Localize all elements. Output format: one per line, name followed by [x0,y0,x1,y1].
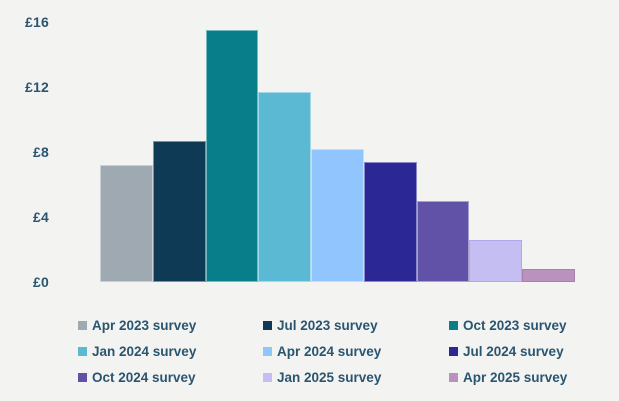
legend-label: Jan 2024 survey [92,343,197,359]
y-tick-label--8: £8 [33,144,49,160]
legend-item-oct-2024-survey: Oct 2024 survey [78,369,196,385]
bar-jan-2024-survey [258,91,312,282]
bar-jul-2024-survey [363,161,417,283]
bar-oct-2024-survey [416,200,470,283]
legend-label: Apr 2023 survey [92,317,197,333]
legend-swatch-icon [263,372,272,382]
bar-oct-2023-survey [205,30,259,282]
bar-jul-2023-survey [152,140,206,282]
legend-swatch-icon [449,320,458,330]
legend-swatch-icon [263,346,272,356]
legend-label: Jul 2024 survey [463,343,564,359]
legend-item-oct-2023-survey: Oct 2023 survey [449,317,567,333]
legend-item-jan-2025-survey: Jan 2025 survey [263,369,381,385]
legend-item-apr-2023-survey: Apr 2023 survey [78,317,196,333]
legend-item-jul-2023-survey: Jul 2023 survey [263,317,378,333]
legend-label: Oct 2024 survey [92,369,196,385]
legend-swatch-icon [263,320,272,330]
legend-item-apr-2025-survey: Apr 2025 survey [449,369,567,385]
bar-apr-2025-survey [522,269,575,282]
legend-item-jul-2024-survey: Jul 2024 survey [449,343,564,359]
legend-item-apr-2024-survey: Apr 2024 survey [263,343,381,359]
legend-swatch-icon [78,346,87,356]
bar-jan-2025-survey [469,239,523,283]
legend-label: Apr 2024 survey [277,343,382,359]
legend-item-jan-2024-survey: Jan 2024 survey [78,343,196,359]
legend-label: Jan 2025 survey [277,369,382,385]
bar-apr-2023-survey [100,165,153,282]
legend-swatch-icon [449,372,458,382]
y-tick-label--4: £4 [33,209,49,225]
legend-label: Jul 2023 survey [277,317,378,333]
y-tick-label--16: £16 [25,14,49,30]
legend-swatch-icon [78,372,87,382]
bar-apr-2024-survey [311,148,364,283]
legend-swatch-icon [449,346,458,356]
legend-label: Apr 2025 survey [463,369,568,385]
y-tick-label--0: £0 [33,274,49,290]
y-tick-label--12: £12 [25,79,49,95]
legend-label: Oct 2023 survey [463,317,567,333]
legend-swatch-icon [78,320,87,330]
